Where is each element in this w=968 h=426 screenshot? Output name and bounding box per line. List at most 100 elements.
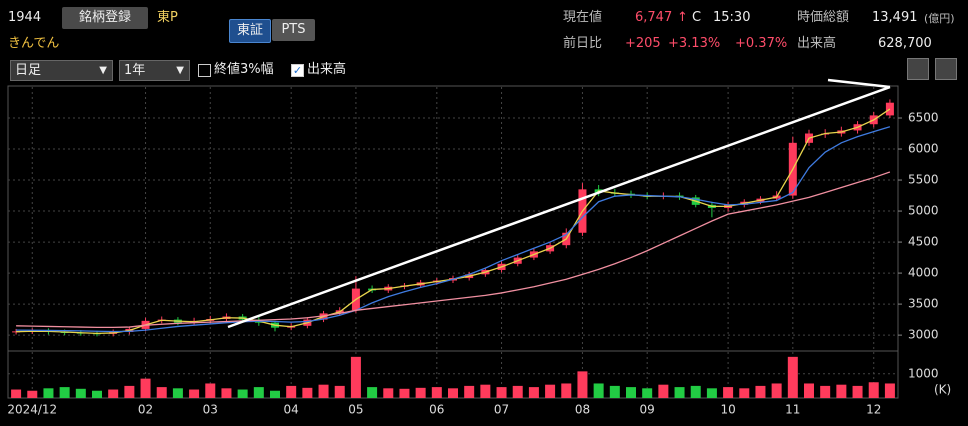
x-tick-label: 04 bbox=[284, 403, 299, 417]
volume-bar bbox=[755, 385, 766, 398]
volume-bar bbox=[868, 382, 879, 398]
moving-average bbox=[16, 171, 891, 329]
volume-bar bbox=[124, 385, 135, 398]
change-pct: +0.37% bbox=[735, 36, 788, 51]
volume-bar bbox=[820, 385, 831, 398]
volume-bar bbox=[92, 390, 102, 398]
volume-bar bbox=[593, 383, 604, 398]
volume-bar bbox=[108, 389, 119, 398]
volume-bar bbox=[237, 389, 248, 398]
y-tick-label: 3500 bbox=[908, 297, 939, 311]
volume-bar bbox=[205, 383, 216, 398]
volume-bar bbox=[787, 356, 798, 398]
x-tick-label: 05 bbox=[348, 403, 363, 417]
arrow: ↑ bbox=[677, 10, 688, 25]
unit: (億円) bbox=[924, 12, 955, 25]
volume-bar bbox=[690, 385, 701, 398]
exchange-tab[interactable]: 東証 bbox=[229, 19, 271, 43]
volume-bar bbox=[221, 388, 232, 398]
period-select[interactable]: 日足 ▼ bbox=[10, 60, 113, 81]
volume-bar bbox=[431, 387, 442, 398]
volume-bar bbox=[836, 384, 847, 398]
label: 出来高 bbox=[797, 36, 837, 51]
x-tick-label: 12 bbox=[866, 403, 881, 417]
volume-bar bbox=[399, 388, 410, 398]
volume-bar bbox=[626, 387, 636, 398]
trend-line bbox=[227, 85, 891, 329]
arrow-icon: ▼ bbox=[176, 65, 184, 76]
volume-bar bbox=[253, 387, 264, 398]
y-tick-label: 5500 bbox=[908, 173, 939, 187]
register-button[interactable]: 銘柄登録 bbox=[62, 7, 148, 29]
zoom-button[interactable] bbox=[907, 58, 929, 80]
volume-bar bbox=[577, 371, 588, 398]
volume-bar bbox=[464, 385, 475, 398]
volume-bar bbox=[59, 387, 70, 398]
volume-bar bbox=[415, 387, 426, 398]
volume-bar bbox=[561, 383, 572, 398]
stock-name: きんでん bbox=[8, 36, 60, 51]
price: 6,747 bbox=[635, 10, 673, 25]
moving-average bbox=[16, 126, 891, 333]
volume-tick-label: 1000 bbox=[908, 366, 939, 380]
volume-bar bbox=[27, 390, 38, 398]
volume-bar bbox=[545, 384, 556, 398]
exchange-tab[interactable]: PTS bbox=[272, 19, 315, 41]
settings-button[interactable] bbox=[935, 58, 957, 80]
volume-bar bbox=[496, 387, 507, 398]
checkbox-checked[interactable]: ✓ bbox=[291, 64, 304, 77]
range-select[interactable]: 1年 ▼ bbox=[119, 60, 190, 81]
candle-body bbox=[12, 331, 21, 333]
volume-bar bbox=[286, 385, 297, 398]
volume-bar bbox=[512, 385, 523, 398]
volume-bar bbox=[706, 388, 717, 398]
volume-bar bbox=[884, 383, 895, 398]
arrow-icon: ▼ bbox=[99, 65, 107, 76]
label: 時価総額 bbox=[797, 10, 850, 25]
volume-bar bbox=[367, 387, 378, 398]
volume-bar bbox=[852, 385, 863, 398]
volume-bar bbox=[448, 388, 458, 398]
checkbox-label: 出来高 bbox=[307, 62, 347, 77]
volume-bar bbox=[318, 384, 329, 398]
volume-bar bbox=[334, 385, 345, 398]
y-tick-label: 4500 bbox=[908, 235, 939, 249]
volume-unit: (K) bbox=[934, 383, 951, 397]
time: 15:30 bbox=[713, 10, 751, 25]
volume-bar bbox=[739, 388, 750, 398]
label: 前日比 bbox=[563, 36, 603, 51]
volume-bar bbox=[383, 388, 394, 398]
market: 東P bbox=[157, 10, 178, 25]
volume-bar bbox=[609, 385, 620, 398]
volume-bar bbox=[528, 387, 539, 398]
x-tick-label: 07 bbox=[494, 403, 509, 417]
volume-bar bbox=[480, 384, 491, 398]
volume-bar bbox=[674, 387, 685, 398]
volume-bar bbox=[172, 388, 183, 398]
volume-bar bbox=[11, 389, 22, 398]
volume-bar bbox=[302, 387, 313, 398]
volume-bar bbox=[350, 356, 361, 398]
volume-bar bbox=[723, 387, 734, 398]
y-tick-label: 6500 bbox=[908, 111, 939, 125]
x-tick-label: 2024/12 bbox=[7, 403, 57, 417]
volume-bar bbox=[270, 390, 280, 398]
volume-bar bbox=[43, 388, 54, 398]
y-tick-label: 6000 bbox=[908, 142, 939, 156]
change-pct: +3.13% bbox=[668, 36, 721, 51]
volume-bar bbox=[156, 387, 167, 398]
label: 現在値 bbox=[563, 10, 603, 25]
volume-bar bbox=[658, 384, 669, 398]
x-tick-label: 09 bbox=[640, 403, 655, 417]
x-tick-label: 08 bbox=[575, 403, 590, 417]
volume-bar bbox=[804, 383, 814, 398]
volume-bar bbox=[140, 378, 151, 398]
volume: 628,700 bbox=[878, 36, 932, 51]
x-tick-label: 06 bbox=[429, 403, 444, 417]
x-tick-label: 02 bbox=[138, 403, 153, 417]
checkbox-label: 終値3%幅 bbox=[214, 62, 274, 77]
volume-bar bbox=[642, 388, 653, 398]
checkbox[interactable] bbox=[198, 64, 211, 77]
y-tick-label: 5000 bbox=[908, 204, 939, 218]
